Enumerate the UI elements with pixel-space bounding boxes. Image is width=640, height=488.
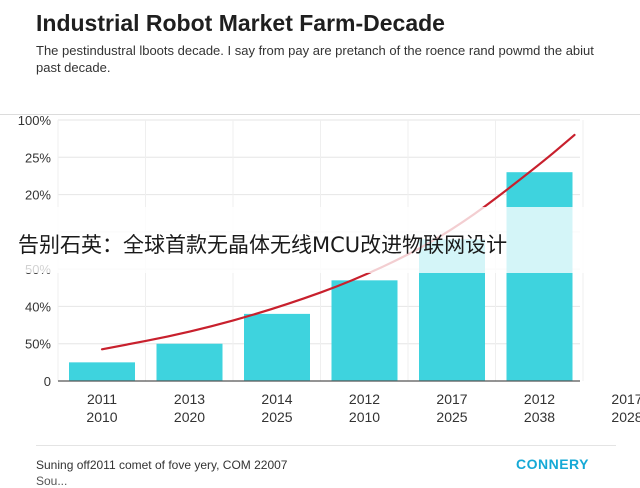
x-tick-label: 2014: [261, 391, 292, 407]
bar: [244, 313, 310, 381]
x-tick-label: 2025: [436, 409, 467, 425]
y-axis-ticks: 050%40%50%20%25%100%: [18, 113, 52, 389]
brand-logo-text: CONNERY: [516, 456, 589, 472]
bottom-divider: [36, 445, 616, 446]
bar: [331, 280, 398, 381]
chart-subtitle: The pestindustral lboots decade. I say f…: [36, 43, 594, 75]
x-tick-label: 2011: [87, 391, 117, 407]
y-tick-label: 20%: [25, 188, 51, 203]
y-tick-label: 100%: [18, 113, 52, 128]
trend-line-group: [100, 133, 576, 351]
x-tick-label: 2020: [174, 409, 205, 425]
bar: [506, 172, 573, 381]
footer-note-secondary: Sou...: [36, 474, 68, 488]
x-tick-label: 2012: [524, 391, 555, 407]
x-tick-label: 2028: [611, 409, 640, 425]
x-tick-label: 2017: [611, 391, 640, 407]
bar: [156, 343, 223, 381]
headline-overlay-text: 告别石英：全球首款无晶体无线MCU改进物联网设计: [18, 233, 508, 257]
x-tick-label: 2025: [261, 409, 292, 425]
x-tick-label: 2017: [436, 391, 467, 407]
trend-line: [100, 133, 576, 351]
y-tick-label: 0: [44, 374, 51, 389]
x-tick-label: 2038: [524, 409, 555, 425]
chart-title: Industrial Robot Market Farm-Decade: [36, 10, 445, 36]
y-tick-label: 50%: [25, 337, 51, 352]
top-divider: [0, 114, 640, 115]
x-tick-label: 2010: [349, 409, 380, 425]
x-tick-label: 2010: [86, 409, 117, 425]
y-tick-label: 40%: [25, 299, 51, 314]
footer-note: Suning off2011 comet of fove yery, COM 2…: [36, 458, 288, 472]
x-axis-ticks: 2011 2010 2013 2020 2014 2025 2012 2010 2017 2025…: [86, 391, 640, 425]
headline-overlay-band: [0, 207, 640, 273]
bar: [69, 362, 135, 381]
x-tick-label: 2013: [174, 391, 205, 407]
x-tick-label: 2012: [349, 391, 380, 407]
y-tick-label: 25%: [25, 150, 51, 165]
